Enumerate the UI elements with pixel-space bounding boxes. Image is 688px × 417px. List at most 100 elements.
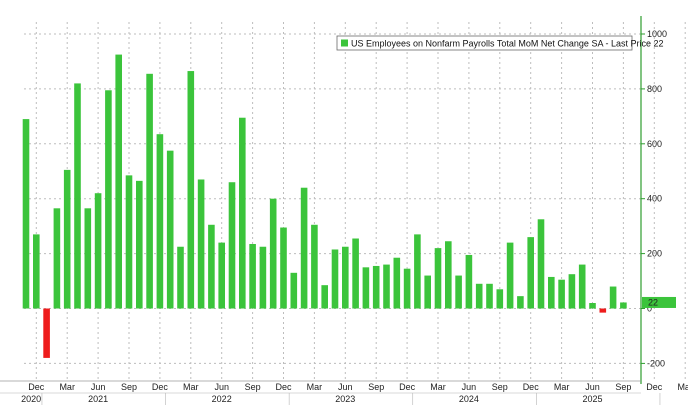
legend-box: [336, 35, 633, 51]
bar: [321, 285, 328, 309]
axes: 1000 800 600 400 200 0 -200 22 Dec Mar Jun Sep Dec Ma…: [0, 16, 688, 405]
bar: [84, 208, 92, 309]
x-year-label: 2020: [21, 394, 41, 404]
bar: [269, 198, 277, 309]
bar: [393, 257, 401, 309]
gridlines: [24, 22, 686, 381]
bar: [156, 134, 164, 309]
x-month-label: Dec: [28, 382, 45, 392]
bar: [166, 150, 174, 309]
x-month-label: Jun: [214, 382, 229, 392]
x-year-label: 2025: [582, 394, 602, 404]
bar: [259, 246, 267, 309]
legend-swatch: [341, 39, 348, 47]
bar: [290, 272, 298, 309]
y-tick-label: 1000: [647, 29, 667, 39]
x-month-label: Jun: [585, 382, 600, 392]
bar: [434, 248, 442, 309]
bar: [53, 208, 61, 309]
x-month-label: Jun: [462, 382, 477, 392]
bar: [558, 279, 565, 309]
bar: [105, 90, 112, 309]
bar: [239, 117, 246, 309]
bar: [208, 224, 215, 309]
x-month-label: Mar: [59, 382, 75, 392]
bar: [578, 264, 586, 309]
bar: [177, 246, 184, 309]
y-tick-label: 0: [647, 304, 652, 314]
legend-label: US Employees on Nonfarm Payrolls Total M…: [351, 39, 663, 49]
x-month-label: Dec: [399, 382, 416, 392]
x-month-label: Mar: [677, 382, 688, 392]
bar: [249, 243, 256, 309]
x-month-label: Dec: [275, 382, 292, 392]
bar: [496, 289, 504, 309]
bar: [599, 308, 607, 313]
bar: [22, 119, 30, 309]
bar: [506, 242, 514, 309]
bar: [445, 241, 452, 309]
x-month-label: Dec: [523, 382, 540, 392]
bar: [280, 227, 287, 309]
last-price-label: 22: [648, 297, 658, 307]
x-month-label: Jun: [338, 382, 353, 392]
bar: [517, 296, 524, 309]
bar: [94, 193, 102, 309]
bar: [403, 268, 411, 309]
bar: [424, 275, 431, 309]
x-month-label: Sep: [121, 382, 137, 392]
y-tick-label: 600: [647, 139, 662, 149]
x-month-label: Dec: [152, 382, 169, 392]
x-month-label: Sep: [492, 382, 508, 392]
legend: US Employees on Nonfarm Payrolls Total M…: [336, 35, 663, 51]
x-month-label: Sep: [245, 382, 261, 392]
x-month-label: Jun: [91, 382, 106, 392]
x-year-label: 2021: [88, 394, 108, 404]
bar: [136, 180, 143, 309]
bar: [537, 219, 545, 309]
bar: [414, 234, 421, 309]
bar: [372, 265, 380, 309]
bars: [22, 54, 627, 358]
x-month-label: Mar: [183, 382, 199, 392]
bar: [146, 73, 153, 309]
x-month-label: Sep: [368, 382, 384, 392]
bar: [465, 254, 473, 309]
y-tick-label: -200: [647, 358, 665, 368]
x-month-label: Dec: [646, 382, 663, 392]
bar: [475, 283, 483, 309]
y-tick-label: 400: [647, 194, 662, 204]
bar: [383, 264, 390, 309]
bar: [362, 267, 370, 309]
x-year-label: 2024: [459, 394, 479, 404]
x-year-label: 2023: [335, 394, 355, 404]
x-year-label: 2022: [212, 394, 232, 404]
x-month-label: Sep: [615, 382, 631, 392]
x-month-label: Mar: [307, 382, 323, 392]
bar: [589, 303, 596, 309]
bar: [197, 179, 205, 309]
bar: [228, 182, 236, 309]
bar: [455, 275, 462, 309]
y-tick-label: 800: [647, 84, 662, 94]
bar: [218, 242, 225, 309]
bar: [342, 246, 349, 309]
bar: [609, 286, 617, 309]
bar: [74, 83, 81, 309]
x-month-label: Mar: [554, 382, 570, 392]
bar: [486, 283, 493, 309]
bar: [187, 71, 195, 309]
bar: [311, 224, 318, 309]
bar: [548, 276, 555, 309]
bar: [568, 274, 576, 309]
bar: [352, 238, 359, 309]
bar: [527, 237, 534, 309]
x-month-label: Mar: [430, 382, 446, 392]
bar: [63, 169, 71, 309]
bar: [620, 302, 627, 309]
bar: [43, 308, 50, 358]
bar: [331, 249, 339, 309]
bar: [115, 54, 122, 309]
y-tick-label: 200: [647, 249, 662, 259]
